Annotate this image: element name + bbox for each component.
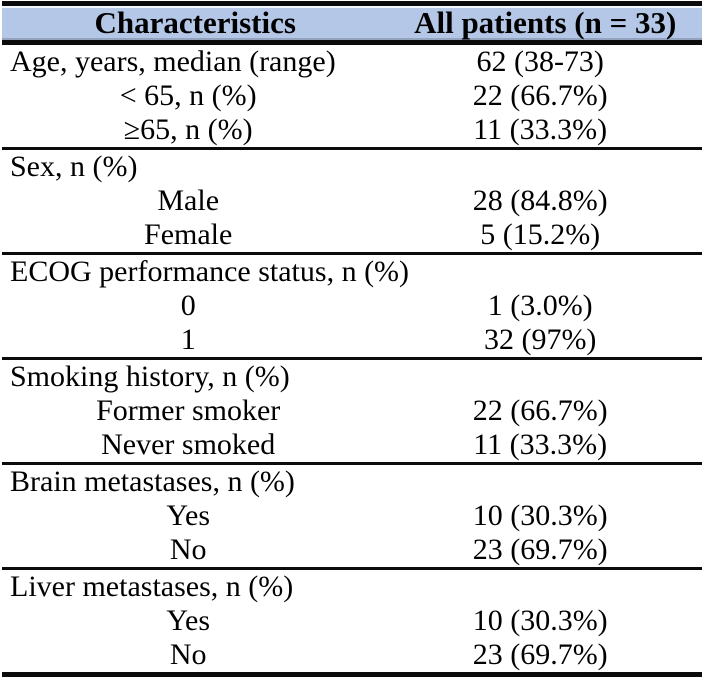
row-value: 5 (15.2%): [480, 218, 601, 251]
characteristics-table: Characteristics All patients (n = 33) Ag…: [2, 1, 702, 677]
row-label: Liver metastases, n (%): [10, 570, 294, 603]
row-label: < 65, n (%): [119, 79, 257, 112]
table-row: Sex, n (%): [2, 150, 702, 184]
row-value: 10 (30.3%): [472, 499, 608, 532]
row-label: Never smoked: [101, 428, 276, 461]
table-row: Smoking history, n (%): [2, 360, 702, 394]
table-header-row: Characteristics All patients (n = 33): [2, 1, 702, 45]
table-row: Yes 10 (30.3%): [2, 499, 702, 533]
row-label: No: [169, 638, 207, 671]
table-row: < 65, n (%) 22 (66.7%): [2, 79, 702, 113]
table-row: Male 28 (84.8%): [2, 184, 702, 218]
row-label: Male: [157, 184, 220, 217]
header-all-patients: All patients (n = 33): [414, 5, 677, 40]
row-value: 23 (69.7%): [472, 638, 608, 671]
row-value: 1 (3.0%): [487, 289, 593, 322]
row-value: 22 (66.7%): [472, 79, 608, 112]
table-row: Liver metastases, n (%): [2, 570, 702, 604]
table-row: Female 5 (15.2%): [2, 218, 702, 252]
row-value: 62 (38-73): [476, 45, 604, 78]
header-characteristics: Characteristics: [94, 5, 296, 40]
table-section: Smoking history, n (%) Former smoker 22 …: [2, 360, 702, 465]
row-value: 23 (69.7%): [472, 533, 608, 566]
row-label: Brain metastases, n (%): [10, 465, 295, 498]
row-value: 11 (33.3%): [473, 428, 608, 461]
table-row: Never smoked 11 (33.3%): [2, 428, 702, 462]
row-label: Age, years, median (range): [10, 45, 336, 78]
row-label: ECOG performance status, n (%): [10, 255, 410, 288]
row-label: No: [169, 533, 207, 566]
row-label: Yes: [166, 604, 211, 637]
table-row: Brain metastases, n (%): [2, 465, 702, 499]
table-section: Age, years, median (range) 62 (38-73) < …: [2, 45, 702, 150]
table-row: Yes 10 (30.3%): [2, 604, 702, 638]
row-label: Former smoker: [96, 394, 281, 427]
row-value: 11 (33.3%): [473, 113, 608, 146]
row-label: Smoking history, n (%): [10, 360, 290, 393]
row-label: Female: [144, 218, 233, 251]
table-row: 0 1 (3.0%): [2, 289, 702, 323]
table-section: Liver metastases, n (%) Yes 10 (30.3%) N…: [2, 570, 702, 677]
table-row: ECOG performance status, n (%): [2, 255, 702, 289]
row-label: 0: [180, 289, 196, 322]
row-label: Sex, n (%): [10, 150, 138, 183]
table-section: ECOG performance status, n (%) 0 1 (3.0%…: [2, 255, 702, 360]
table-row: ≥65, n (%) 11 (33.3%): [2, 113, 702, 147]
row-value: 32 (97%): [483, 323, 597, 356]
row-label: Yes: [166, 499, 211, 532]
table-body: Age, years, median (range) 62 (38-73) < …: [2, 45, 702, 677]
row-value: 22 (66.7%): [472, 394, 608, 427]
table-section: Brain metastases, n (%) Yes 10 (30.3%) N…: [2, 465, 702, 570]
table-row: No 23 (69.7%): [2, 533, 702, 567]
row-label: 1: [180, 323, 196, 356]
row-value: 28 (84.8%): [472, 184, 608, 217]
table-row: 1 32 (97%): [2, 323, 702, 357]
row-value: 10 (30.3%): [472, 604, 608, 637]
table-row: Age, years, median (range) 62 (38-73): [2, 45, 702, 79]
table-row: Former smoker 22 (66.7%): [2, 394, 702, 428]
row-label: ≥65, n (%): [123, 113, 253, 146]
table-row: No 23 (69.7%): [2, 638, 702, 672]
table-section: Sex, n (%) Male 28 (84.8%) Female 5 (15.…: [2, 150, 702, 255]
